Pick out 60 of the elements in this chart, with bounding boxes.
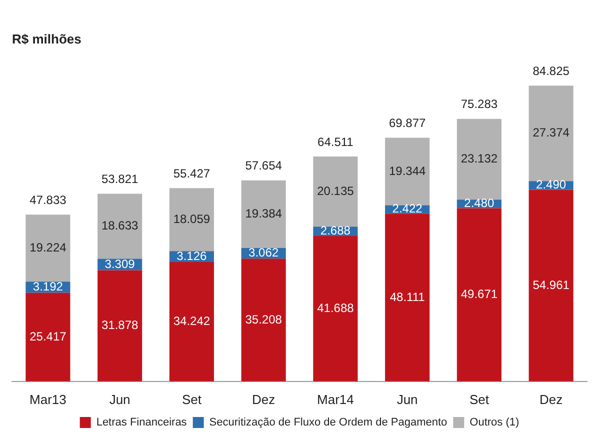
chart-title: R$ milhões — [12, 31, 82, 46]
x-tick-label: Mar13 — [30, 392, 66, 407]
data-label: 18.059 — [173, 212, 210, 226]
bar — [98, 194, 142, 259]
data-label: 20.135 — [317, 184, 354, 198]
bar — [169, 262, 214, 382]
total-label: 69.877 — [388, 116, 426, 130]
data-label: 23.132 — [460, 152, 498, 166]
x-tick-label: Mar14 — [317, 392, 354, 407]
x-tick-label: Set — [469, 392, 490, 407]
legend-label: Letras Financeiras — [96, 416, 188, 429]
x-tick-label: Jun — [109, 392, 130, 407]
data-label: 31.878 — [101, 318, 138, 332]
data-label: 48.111 — [390, 290, 426, 304]
data-label: 35.208 — [245, 312, 282, 326]
bar — [385, 138, 430, 206]
x-tick-label: Dez — [540, 392, 563, 407]
bar — [26, 214, 70, 282]
data-label: 41.688 — [317, 301, 354, 316]
total-label: 47.833 — [30, 192, 67, 207]
data-label: 25.417 — [30, 329, 67, 344]
data-label: 2.422 — [392, 202, 423, 216]
data-label: 3.309 — [104, 256, 136, 271]
bar — [528, 190, 574, 382]
bar — [169, 188, 214, 252]
bar — [456, 208, 502, 382]
bar — [313, 156, 358, 227]
legend-label: Securitização de Fluxo de Ordem de Pagamento — [209, 416, 448, 429]
bar — [313, 236, 358, 382]
data-label: 27.374 — [532, 126, 570, 140]
data-label: 2.688 — [320, 224, 351, 238]
total-label: 53.821 — [101, 172, 138, 186]
data-label: 18.633 — [101, 218, 138, 233]
data-label: 34.242 — [173, 314, 210, 328]
total-label: 84.825 — [532, 64, 570, 78]
x-tick-label: Dez — [252, 392, 276, 407]
data-label: 19.384 — [245, 206, 282, 220]
total-label: 64.511 — [318, 134, 354, 149]
data-label: 19.344 — [388, 164, 426, 178]
data-label: 2.480 — [464, 196, 495, 210]
bar — [241, 180, 286, 248]
total-label: 57.654 — [245, 158, 282, 173]
data-label: 2.490 — [536, 178, 566, 192]
legend-label: Outros (1) — [470, 416, 520, 429]
bar — [385, 214, 430, 382]
data-label: 49.671 — [460, 287, 498, 302]
bar — [528, 86, 574, 182]
bar — [26, 292, 70, 382]
data-label: 3.192 — [32, 280, 64, 294]
data-label: 19.224 — [30, 240, 67, 254]
data-label: 3.126 — [176, 248, 208, 263]
data-label: 54.961 — [532, 278, 570, 292]
total-label: 75.283 — [460, 97, 498, 112]
bar — [456, 118, 502, 200]
total-label: 55.427 — [173, 166, 210, 180]
data-label: 3.062 — [248, 246, 279, 260]
x-tick-label: Jun — [396, 392, 418, 407]
x-tick-label: Set — [182, 392, 202, 407]
bar — [241, 258, 286, 382]
bar — [98, 270, 142, 382]
